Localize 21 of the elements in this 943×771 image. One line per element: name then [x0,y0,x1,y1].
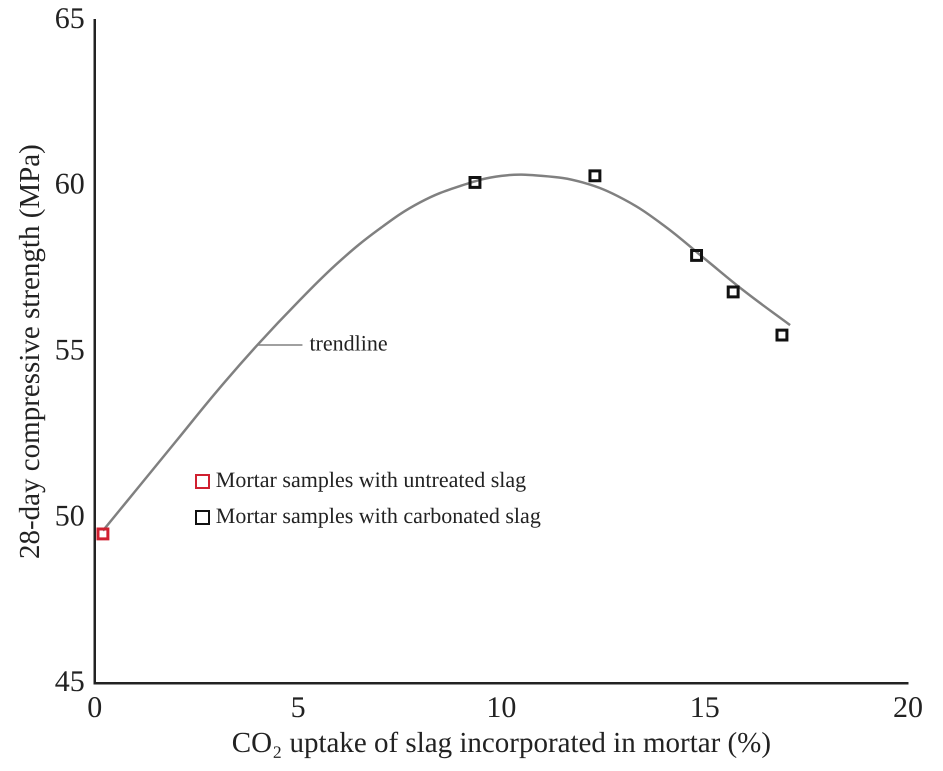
y-tick-label: 55 [54,333,85,366]
x-axis-title: CO₂ uptake of slag incorporated in mortar (%) [232,727,771,760]
point [588,169,602,182]
y-tick-label: 45 [54,665,85,698]
x-tick-label: 10 [486,691,516,724]
point [690,248,704,262]
x-tick-label: 15 [690,691,720,724]
point [96,528,110,540]
legend-label: Mortar samples with carbonated slag [216,502,541,528]
x-tick-label: 0 [87,691,102,724]
y-tick-label: 60 [54,168,85,201]
y-tick-label: 65 [54,2,85,35]
point [726,285,740,298]
y-tick-label: 50 [54,499,85,532]
y-axis-title: 28-day compressive strength (MPa) [14,144,46,559]
x-tick-label: 5 [290,691,306,724]
point [468,176,482,189]
annotation: trendline [309,330,388,356]
x-tick-label: 20 [893,691,923,724]
point [776,328,788,342]
legend-label: Mortar samples with untreated slag [216,466,526,492]
